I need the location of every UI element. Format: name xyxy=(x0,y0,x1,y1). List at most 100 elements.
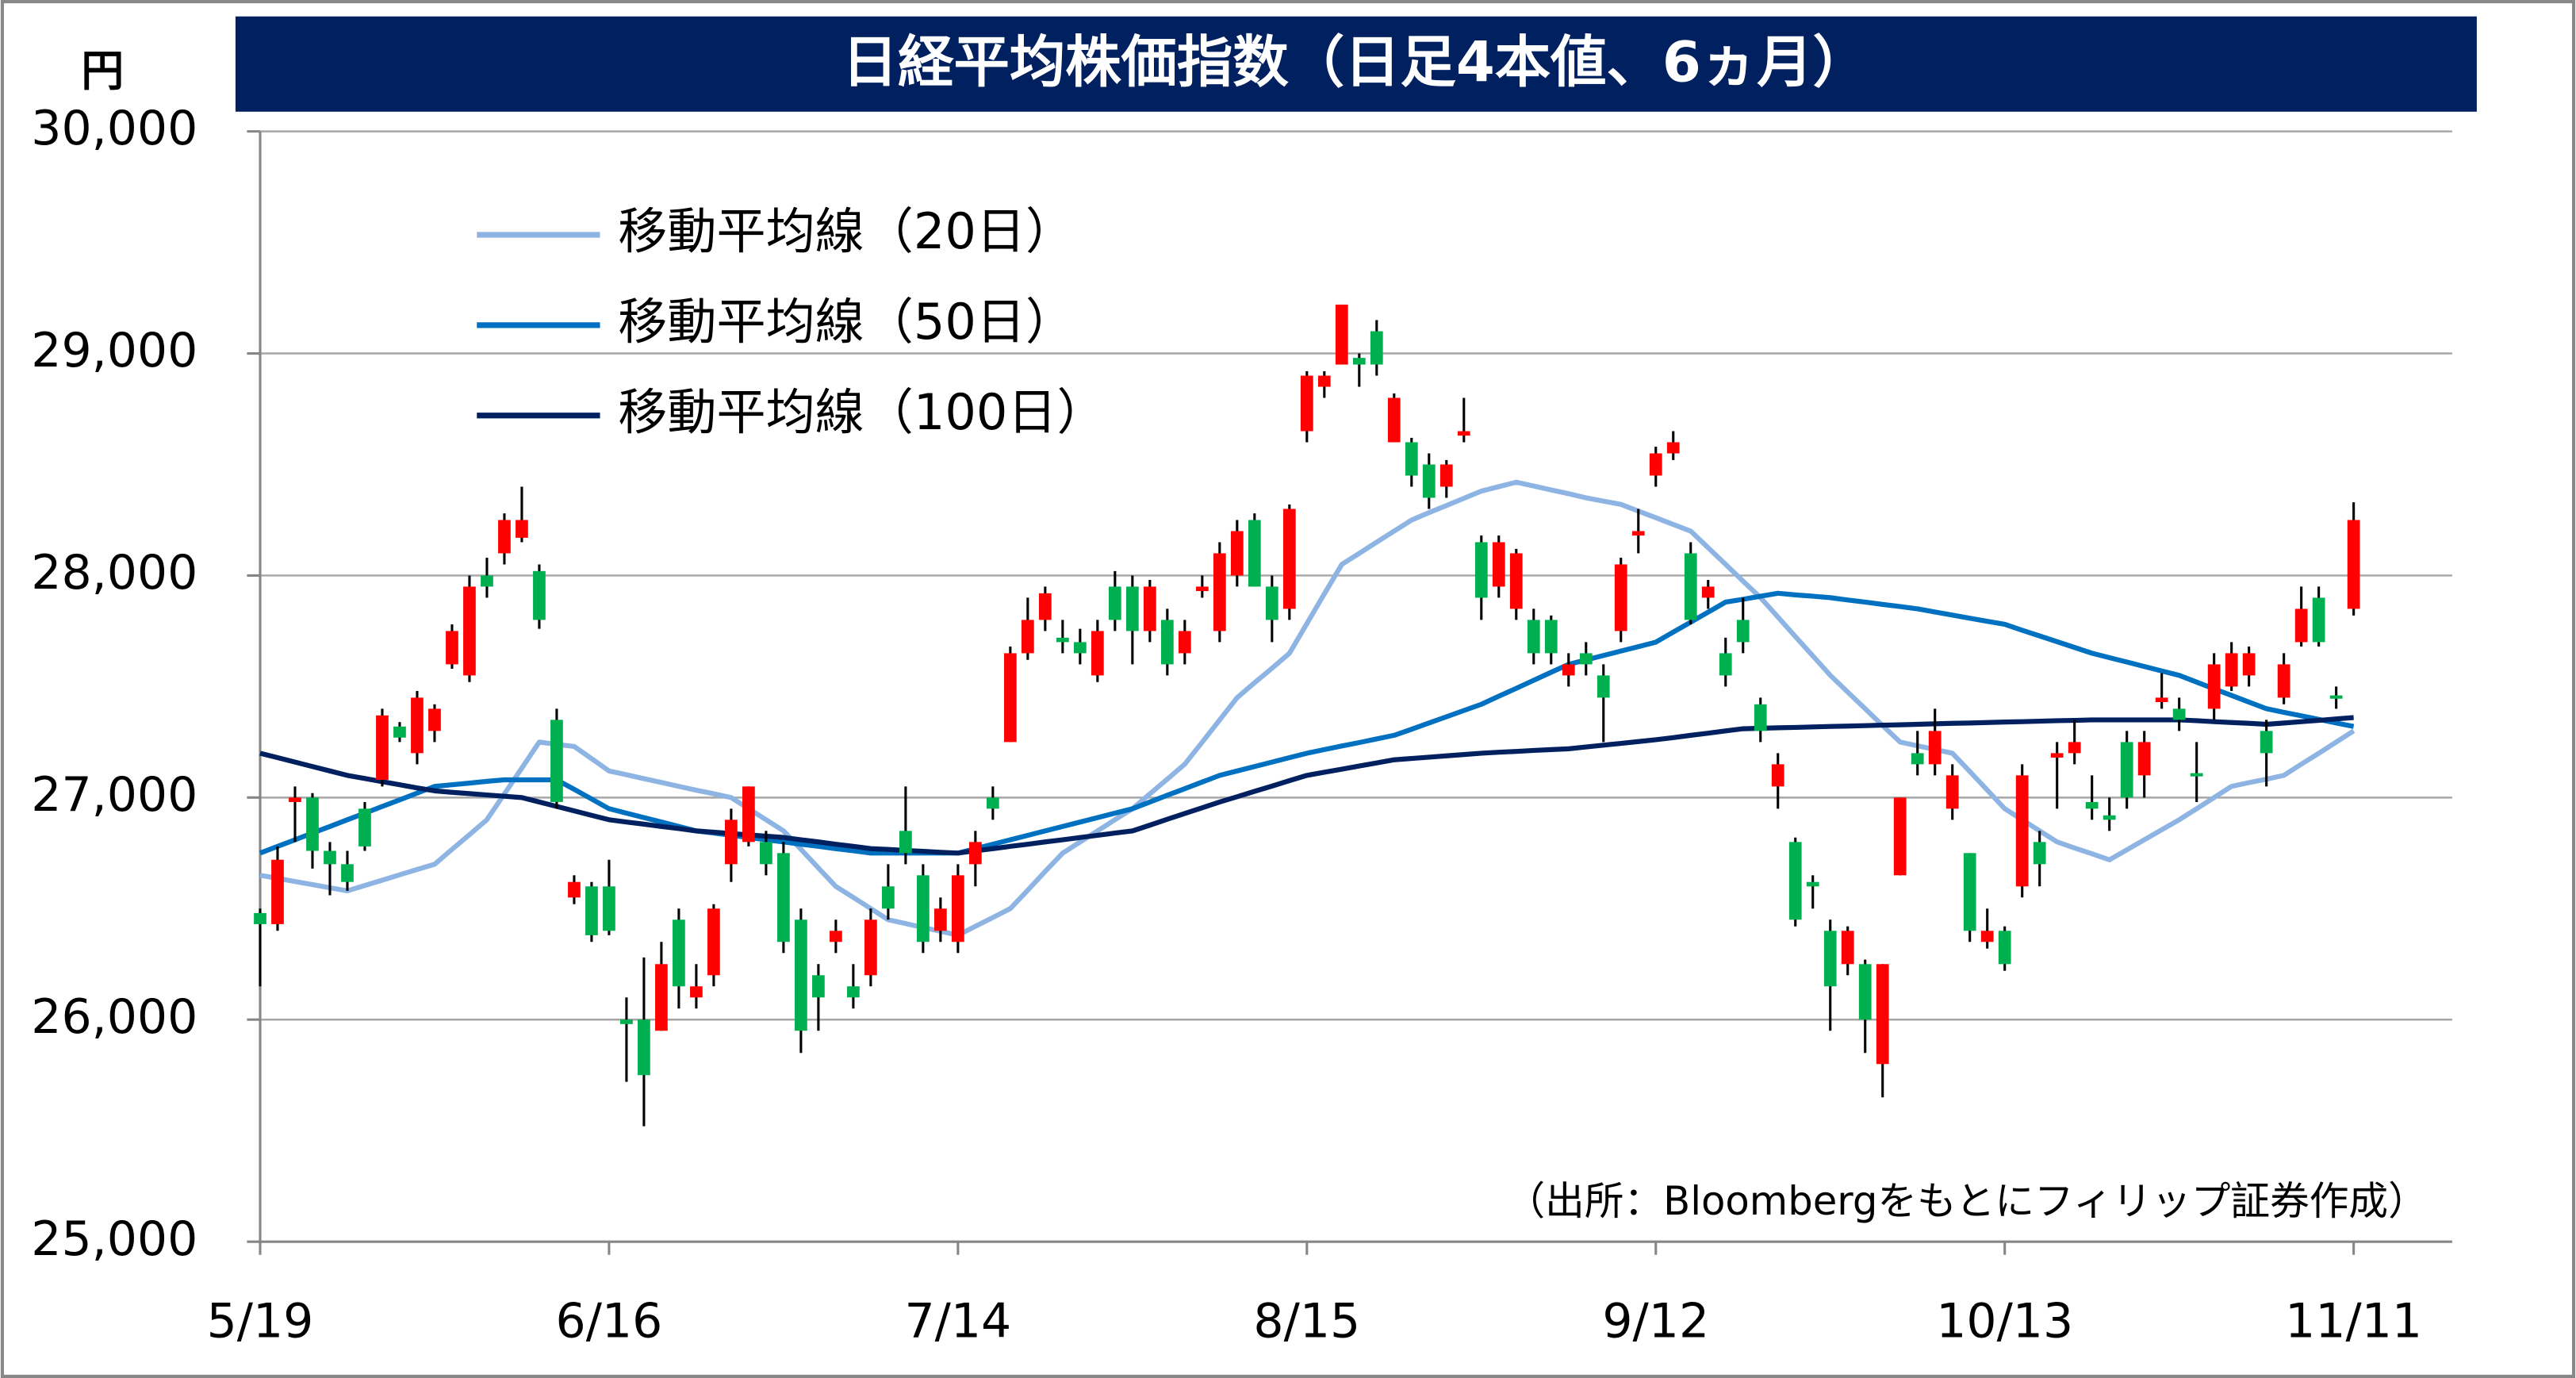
candle-body xyxy=(2329,695,2343,699)
candle-body xyxy=(1823,931,1837,987)
candle-body xyxy=(463,586,476,676)
candle-body xyxy=(498,520,511,554)
candle-body xyxy=(986,797,999,809)
y-tick-label: 27,000 xyxy=(31,767,197,823)
candle-body xyxy=(2294,608,2308,643)
moving-average-line xyxy=(259,715,2354,856)
candle-body xyxy=(1091,631,1104,676)
candle-body xyxy=(2137,742,2151,776)
candle-body xyxy=(673,919,685,987)
candle-body xyxy=(1003,653,1017,743)
candle-body xyxy=(917,875,930,942)
candle-body xyxy=(428,708,441,731)
candle-body xyxy=(1893,797,1907,876)
candle-body xyxy=(2347,520,2360,609)
candle-body xyxy=(1387,397,1401,443)
candle-body xyxy=(1736,620,1750,643)
candle-body xyxy=(2225,653,2238,687)
candle-body xyxy=(1335,304,1348,365)
candle-body xyxy=(690,986,703,998)
candle-body xyxy=(1213,553,1226,631)
candle-body xyxy=(1492,542,1505,587)
y-tick-label: 29,000 xyxy=(31,323,197,378)
candle-body xyxy=(1195,586,1209,592)
candle-body xyxy=(1317,375,1331,387)
candle-body xyxy=(2050,753,2064,758)
candle-body xyxy=(1649,453,1662,476)
candle-body xyxy=(1771,764,1784,787)
candle-body xyxy=(1370,331,1383,365)
candle-body xyxy=(1178,631,1191,654)
candle-body xyxy=(1701,586,1715,598)
candle-body xyxy=(2068,742,2081,754)
candle-body xyxy=(1928,731,1942,765)
x-tick-label: 11/11 xyxy=(2285,1293,2422,1349)
candle-body xyxy=(550,720,563,802)
candle-body xyxy=(760,842,772,865)
candle-body xyxy=(1945,775,1959,809)
candle-body xyxy=(1457,431,1470,436)
candle-body xyxy=(2085,801,2099,809)
candle-body xyxy=(2277,664,2290,698)
candle-body xyxy=(2033,842,2046,865)
candle-body xyxy=(2015,775,2029,887)
candle-body xyxy=(1841,931,1854,965)
candle-body xyxy=(1405,442,1418,476)
y-tick-label: 28,000 xyxy=(31,545,197,601)
candle-body xyxy=(306,797,319,851)
candle-body xyxy=(1108,586,1121,620)
candle-body xyxy=(1562,664,1575,676)
candle-body xyxy=(516,520,528,538)
candle-body xyxy=(1963,853,1976,931)
legend-label: 移動平均線（20日） xyxy=(618,202,1075,260)
candle-body xyxy=(742,786,755,843)
candle-body xyxy=(358,808,371,846)
candle-body xyxy=(620,1019,633,1024)
candle-body xyxy=(1474,542,1488,598)
candle-body xyxy=(2155,697,2168,702)
candle-body xyxy=(2260,731,2273,754)
candle-body xyxy=(1614,564,1627,631)
chart-title: 日経平均株価指数（日足4本値、6ヵ月） xyxy=(842,29,1869,94)
y-unit: 円 xyxy=(81,46,124,96)
y-tick-label: 26,000 xyxy=(31,989,197,1045)
candle-body xyxy=(585,886,598,935)
candle-body xyxy=(830,931,842,942)
candle-body xyxy=(324,850,336,865)
candle-body xyxy=(864,919,877,976)
candle-body xyxy=(1544,620,1558,654)
candle-body xyxy=(1056,637,1069,643)
candle-body xyxy=(2190,773,2203,777)
title-bar xyxy=(235,16,2477,112)
candle-body xyxy=(777,853,790,942)
candle-body xyxy=(1527,620,1540,654)
candle-body xyxy=(1754,704,1767,731)
moving-average-line xyxy=(259,479,2356,938)
candle-body xyxy=(1579,653,1593,665)
candle-body xyxy=(1719,653,1732,676)
candle-body xyxy=(795,919,807,1031)
candle-body xyxy=(1876,964,1889,1065)
candle-body xyxy=(1806,881,1819,887)
x-tick-label: 9/12 xyxy=(1602,1293,1709,1349)
candle-body xyxy=(951,875,964,942)
moving-average-line xyxy=(259,590,2355,856)
x-tick-label: 5/19 xyxy=(207,1293,314,1349)
candle-body xyxy=(1143,586,1156,631)
candle-body xyxy=(1631,531,1645,536)
candle-body xyxy=(1038,593,1052,620)
candle-body xyxy=(289,797,301,802)
candle-body xyxy=(1788,842,1802,920)
legend-label: 移動平均線（100日） xyxy=(618,383,1106,441)
candle-body xyxy=(1998,931,2011,965)
x-tick-label: 7/14 xyxy=(904,1293,1011,1349)
candle-body xyxy=(1980,931,1994,942)
candle-body xyxy=(446,631,458,665)
candle-body xyxy=(1230,531,1244,576)
candle-body xyxy=(847,986,860,998)
y-tick-label: 30,000 xyxy=(31,101,197,156)
y-tick-label: 25,000 xyxy=(31,1211,197,1267)
candle-body xyxy=(1422,464,1436,498)
